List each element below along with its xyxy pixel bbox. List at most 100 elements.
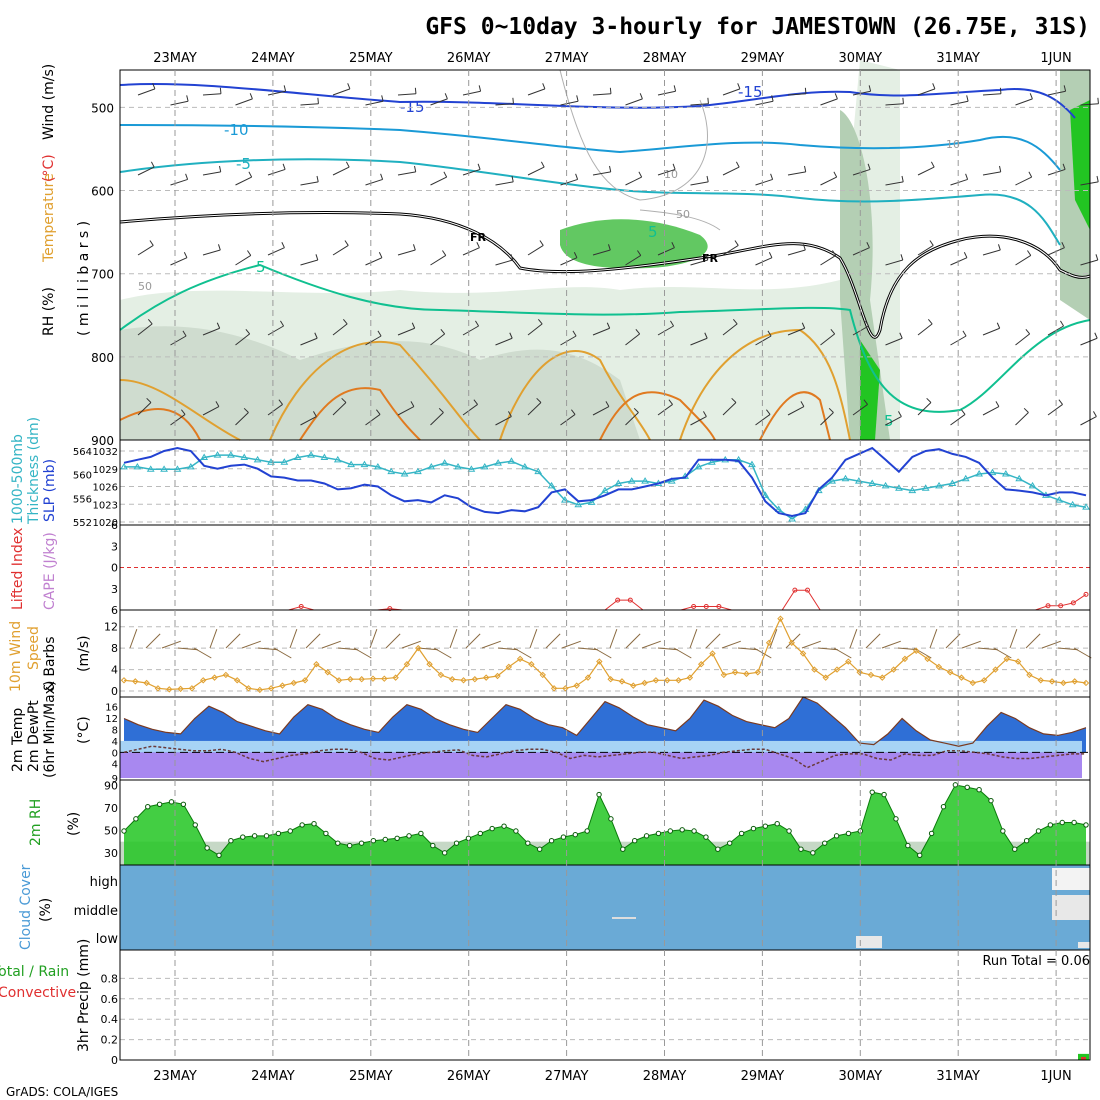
wind-barb-upper-flag [804, 165, 807, 172]
label-wind10-barbs: & Barbs [42, 637, 58, 693]
thickness-marker [1001, 470, 1010, 477]
cloud-middle-trace [612, 917, 636, 919]
wind10-barb [129, 629, 138, 649]
rh2m-marker [881, 791, 887, 798]
rh2m-marker [1023, 838, 1030, 844]
wind10-marker [1082, 679, 1090, 687]
thickness-marker [841, 474, 850, 482]
wind10-marker [166, 686, 173, 693]
rh2m-marker [667, 828, 674, 834]
wind10-barb [177, 647, 198, 651]
thickness-marker [240, 453, 249, 460]
thickness-marker [307, 451, 315, 458]
day-label-top: 31MAY [936, 51, 980, 66]
pressure-tick-label: 800 [91, 351, 114, 365]
contour-label-10: 10 [664, 168, 678, 181]
wind-barb-upper-flag [539, 240, 544, 246]
wind-barb-upper-flag [770, 173, 774, 180]
label-thickness: 1000-500mb [10, 434, 26, 524]
contour-label-6: 5 [884, 412, 894, 430]
wind10-marker [290, 679, 297, 687]
thickness-marker [280, 458, 289, 465]
wind10-marker [516, 655, 524, 663]
wind10-marker [845, 658, 852, 665]
thickness-marker [895, 484, 903, 491]
lifted-tick-label: 6 [111, 519, 118, 532]
rh2m-marker [1047, 822, 1054, 828]
wind-barb-upper-flag [639, 93, 643, 100]
wind-barb-upper-flag [575, 173, 579, 180]
day-label-top: 23MAY [153, 51, 197, 66]
wind10-barb [273, 647, 292, 659]
thickness-series-line [124, 454, 1087, 520]
wind-barb-upper-flag [706, 175, 709, 182]
wind-barb-upper [755, 335, 772, 346]
label-pressure: ( m i l l i b a r s ) [76, 221, 92, 336]
thickness-marker [774, 505, 783, 513]
wind-barb-upper [787, 406, 805, 416]
thickness-marker [186, 462, 195, 470]
wind-barb-upper [592, 327, 610, 336]
wind10-marker [890, 666, 897, 673]
wind-barb-upper-flag [315, 254, 319, 261]
wind-barb-upper [462, 247, 480, 256]
wind-barb-upper [657, 168, 676, 176]
wind10-marker [347, 676, 354, 683]
wind-barb-upper [560, 335, 577, 346]
wind-barb-upper [1015, 412, 1029, 426]
thickness-marker [975, 470, 983, 477]
rh2m-marker [382, 836, 388, 843]
wind-barb-upper [560, 257, 578, 266]
wind-barb-upper [690, 103, 709, 106]
wind-barb-upper-flag [868, 85, 872, 92]
precip-tick-label: 0 [111, 1054, 118, 1067]
wind-barb-upper-flag [999, 87, 1002, 94]
wind-barb-upper [787, 93, 806, 96]
rh2m-marker [917, 852, 923, 858]
label-temperature: Temperature [41, 173, 57, 263]
wind-barb-upper [657, 247, 675, 256]
wind10-marker [686, 674, 694, 681]
temp-tick-label: 4 [112, 737, 118, 748]
wind-barb-upper-flag [932, 83, 936, 90]
wind-barb-upper-flag [966, 95, 969, 102]
wind10-barb [529, 629, 538, 649]
wind-barb-upper-flag [378, 252, 383, 258]
wind10-marker [596, 658, 603, 665]
wind-barb-upper [137, 402, 152, 416]
wind-barb-upper-flag [381, 95, 384, 102]
wind-barb-upper [1015, 333, 1030, 346]
contour-label-5: 5 [648, 223, 658, 241]
thickness-marker [948, 479, 957, 486]
wind-barb-upper-flag [216, 322, 221, 329]
wind10-marker [143, 679, 150, 687]
wind10-marker [788, 639, 795, 646]
wind-barb-upper-flag [507, 411, 512, 417]
wind10-marker [822, 674, 829, 681]
wind-barb-upper-flag [249, 93, 253, 100]
wind10-marker [233, 677, 241, 684]
thickness-marker [1028, 481, 1037, 489]
wind-barb-upper-flag [1092, 411, 1097, 417]
wind10-barb [561, 640, 581, 649]
wind-barb-upper-flag [833, 171, 838, 178]
wind-barb-upper [332, 245, 349, 256]
rh-shade-light [120, 60, 900, 440]
wind10-marker [482, 674, 490, 681]
wind-barb-upper-flag [609, 165, 612, 172]
wind-barb-upper-flag [735, 161, 740, 168]
wind-barb-upper-flag [410, 401, 415, 407]
wind10-barb [881, 640, 901, 649]
lifted-index-marker [716, 603, 722, 609]
panel-frame-precip [119, 949, 1091, 1061]
wind-barb-upper [820, 255, 837, 266]
wind10-barb [1025, 633, 1041, 649]
wind-barb-upper-flag [476, 242, 480, 248]
thickness-marker [200, 453, 209, 460]
thickness-marker [788, 515, 796, 522]
wind-barb-upper-flag [180, 409, 186, 415]
wind-barb-upper-flag [1025, 328, 1031, 335]
wind-barb-upper-flag [183, 252, 188, 258]
pressure-tick-label: 900 [91, 434, 114, 448]
